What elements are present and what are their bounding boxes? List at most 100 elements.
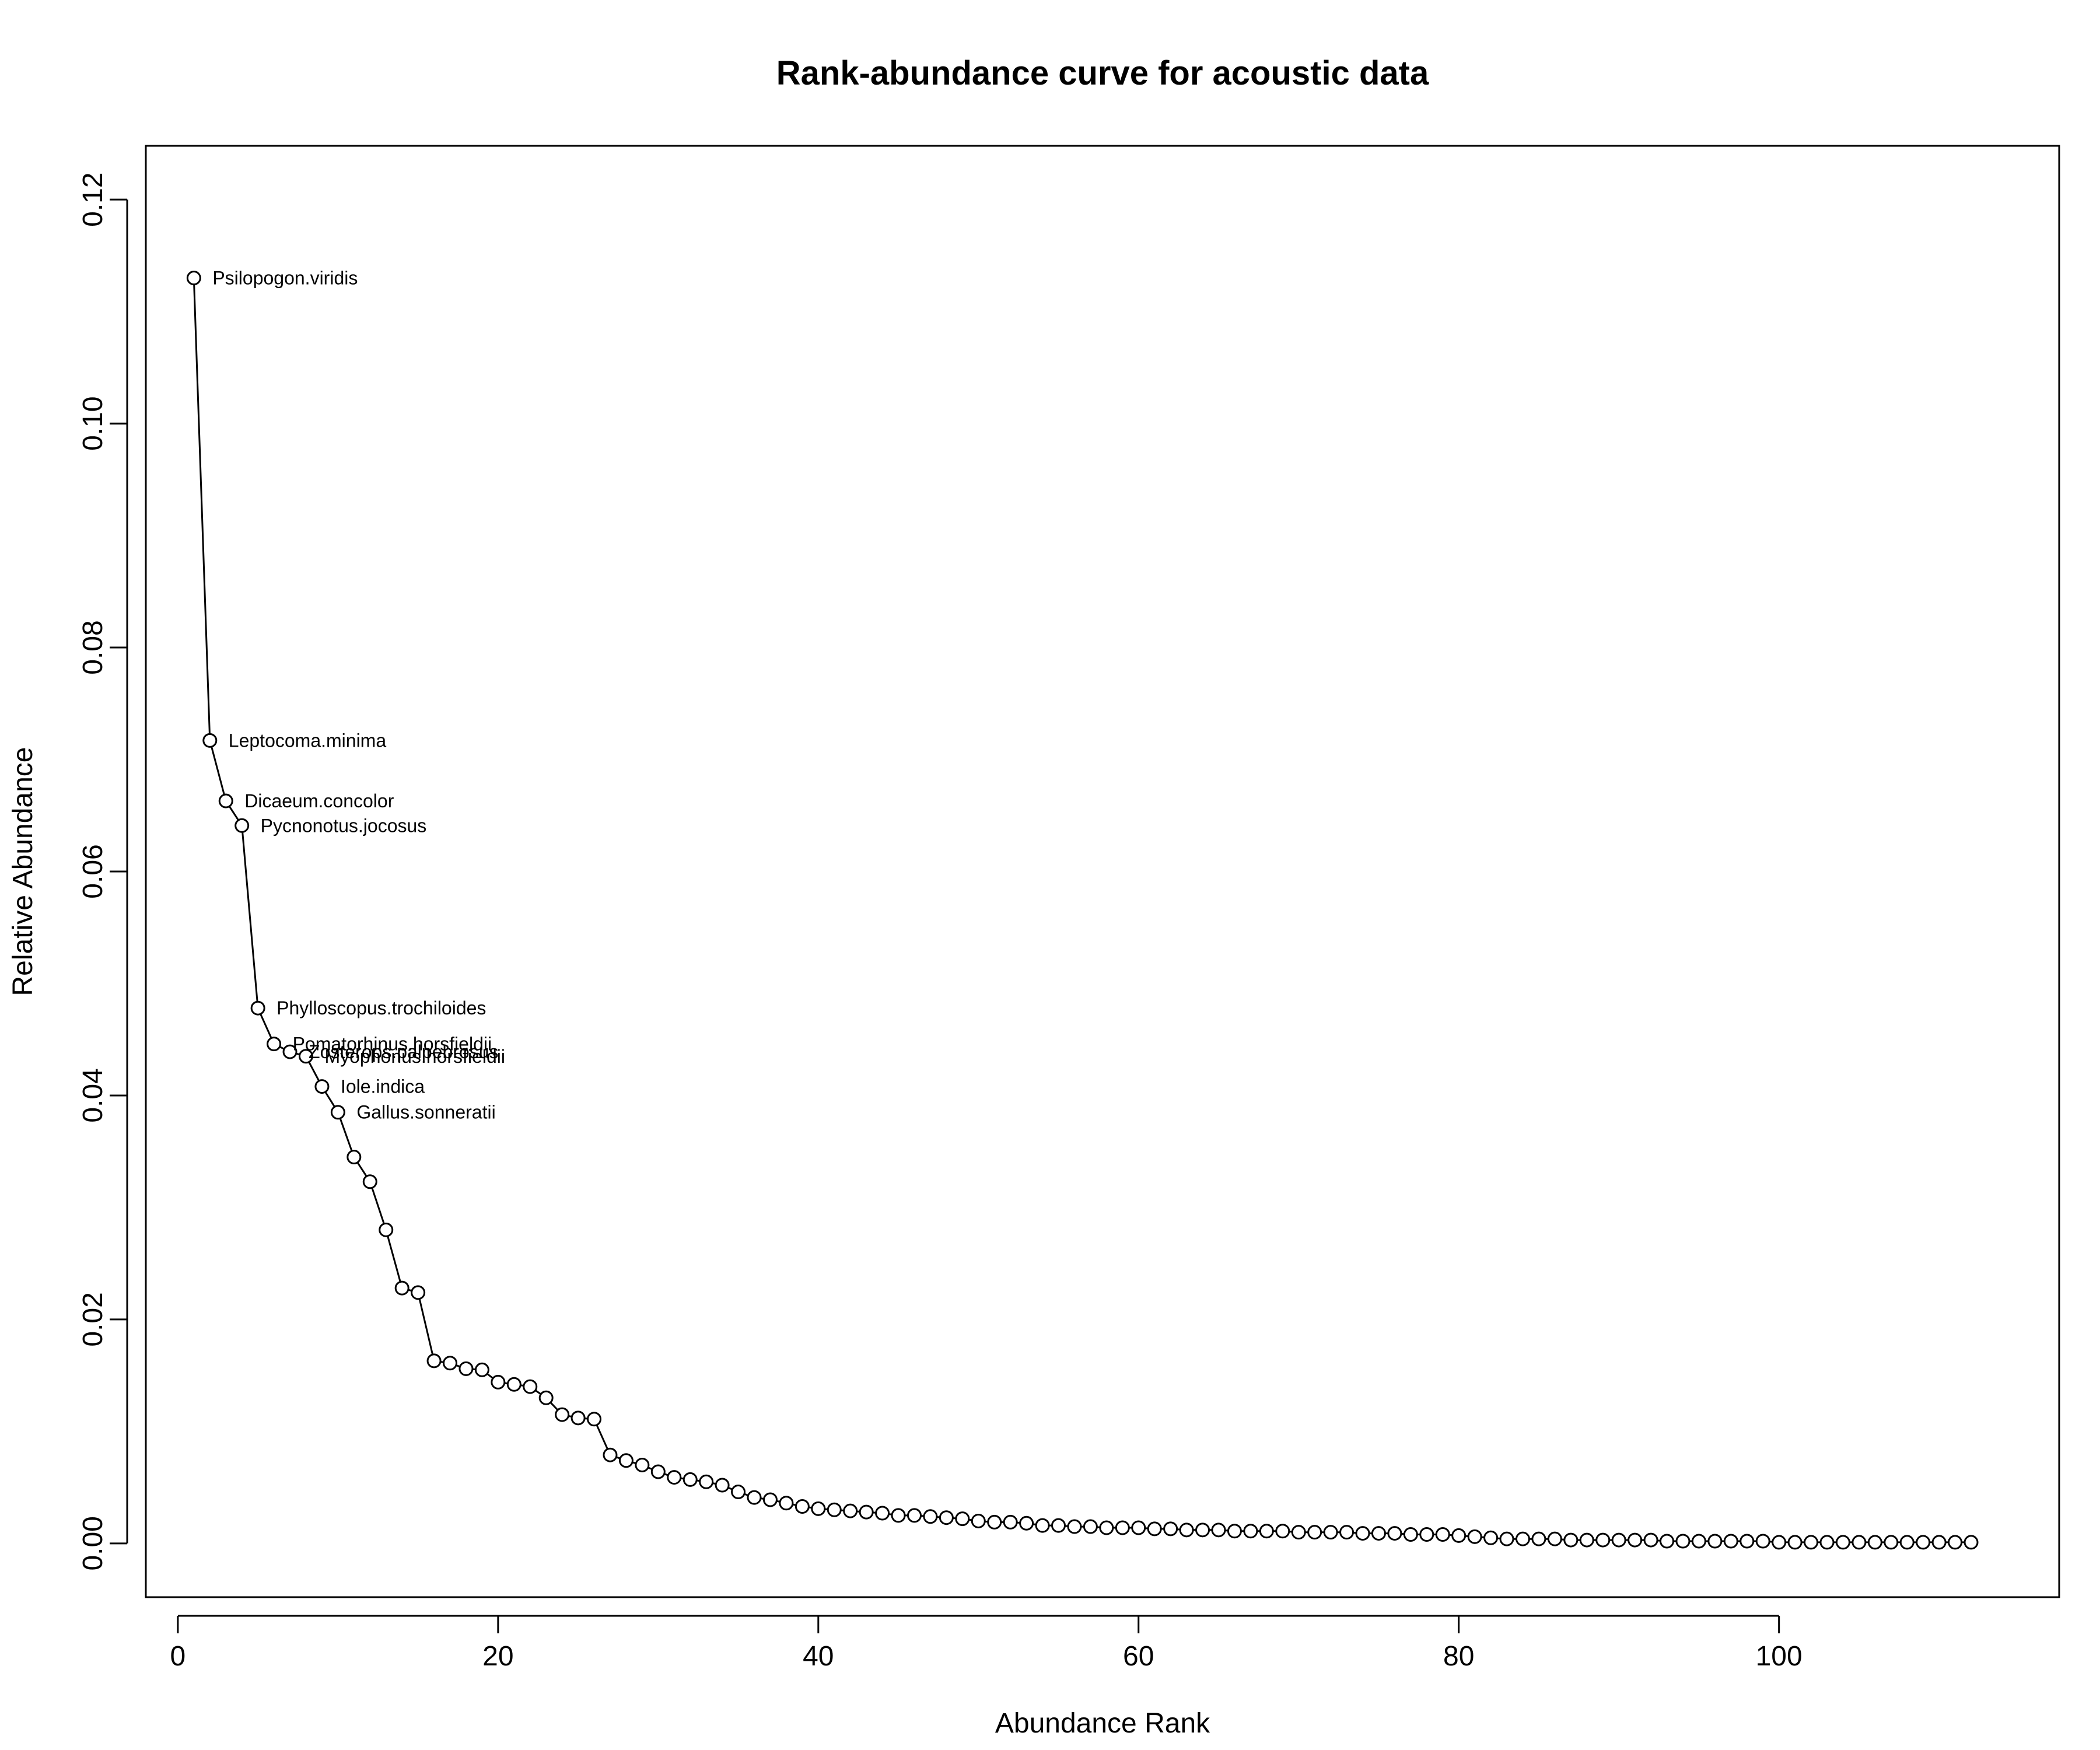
data-point [762,1492,778,1507]
data-point [1787,1535,1803,1550]
data-point [459,1361,474,1376]
data-point [267,1037,282,1052]
y-tick-label: 0.12 [78,172,108,226]
data-point [667,1470,682,1485]
data-point [1323,1525,1338,1540]
data-point [907,1508,922,1523]
data-point [1916,1535,1931,1550]
data-point [1707,1534,1723,1549]
data-point [1819,1535,1835,1550]
data-point [747,1490,762,1505]
data-point [1483,1530,1499,1545]
data-point [1355,1526,1370,1541]
data-point [491,1374,506,1390]
data-point [811,1501,826,1516]
data-point [379,1222,394,1237]
point-label: Pycnonotus.jocosus [261,815,427,836]
data-point [1755,1534,1770,1549]
data-point [1403,1527,1418,1542]
data-point [1835,1535,1850,1550]
data-point [394,1280,410,1296]
x-tick-label: 100 [1756,1641,1803,1672]
data-point [779,1496,794,1511]
data-point [570,1410,586,1426]
data-point [1211,1522,1226,1538]
y-tick-label: 0.00 [78,1516,108,1570]
data-point [1579,1532,1594,1548]
data-point [1067,1519,1082,1534]
point-label: Gallus.sonneratii [356,1102,495,1123]
data-point [1772,1535,1787,1550]
y-tick-label: 0.08 [78,620,108,674]
data-point [1083,1519,1098,1534]
data-point [538,1390,554,1405]
data-point [1451,1528,1466,1543]
data-point [1131,1520,1146,1535]
data-point [362,1174,377,1189]
data-point [1387,1526,1402,1541]
data-point [1419,1527,1434,1542]
data-point [474,1362,489,1377]
data-point [1259,1524,1274,1539]
data-point [923,1509,938,1524]
point-label: Zosterops.palpebrosus [309,1041,499,1062]
y-tick-label: 0.06 [78,844,108,898]
data-point [859,1504,874,1520]
data-point [411,1285,426,1300]
data-point [891,1508,906,1523]
data-point [1723,1534,1738,1549]
data-point [1051,1518,1066,1533]
data-point [1740,1534,1755,1549]
data-point [1595,1532,1611,1548]
data-point [618,1453,634,1468]
data-point [843,1503,858,1518]
data-point [1147,1521,1162,1536]
y-tick-label: 0.10 [78,396,108,450]
data-point [1531,1531,1546,1546]
data-point [987,1514,1002,1530]
data-point [1884,1535,1899,1550]
data-point [715,1478,730,1493]
data-point [635,1457,650,1472]
data-point [426,1353,442,1368]
y-tick-label: 0.04 [78,1068,108,1122]
data-point [1867,1535,1882,1550]
data-point [1371,1526,1386,1541]
data-point [282,1044,298,1059]
chart-title: Rank-abundance curve for acoustic data [776,54,1429,92]
point-label: Dicaeum.concolor [244,790,394,811]
x-tick-label: 20 [482,1641,513,1672]
data-point [650,1464,666,1479]
data-point [1899,1535,1915,1550]
data-point [1163,1521,1178,1536]
data-point [875,1506,890,1521]
x-tick-label: 60 [1123,1641,1154,1672]
data-point [1195,1522,1210,1538]
data-point [1660,1534,1675,1549]
x-tick-label: 80 [1443,1641,1474,1672]
data-point [1275,1524,1290,1539]
data-point [1931,1535,1947,1550]
data-point [1115,1520,1130,1535]
data-point [1547,1531,1562,1546]
data-point [587,1412,602,1427]
x-tick-label: 40 [803,1641,834,1672]
data-point [235,818,250,833]
data-point [603,1447,618,1462]
data-point [1291,1525,1306,1540]
data-point [1019,1516,1034,1531]
data-point [1307,1525,1322,1540]
data-point [218,793,233,808]
point-label: Pomatorhinus.horsfieldii [293,1034,492,1055]
data-point [971,1513,986,1528]
data-point [443,1356,458,1371]
point-label: Psilopogon.viridis [212,268,358,289]
data-point [1435,1527,1450,1542]
data-point [1852,1535,1867,1550]
series-0 [186,271,1979,1550]
data-point [939,1510,954,1525]
data-point [1948,1535,1963,1550]
data-point [314,1079,330,1094]
